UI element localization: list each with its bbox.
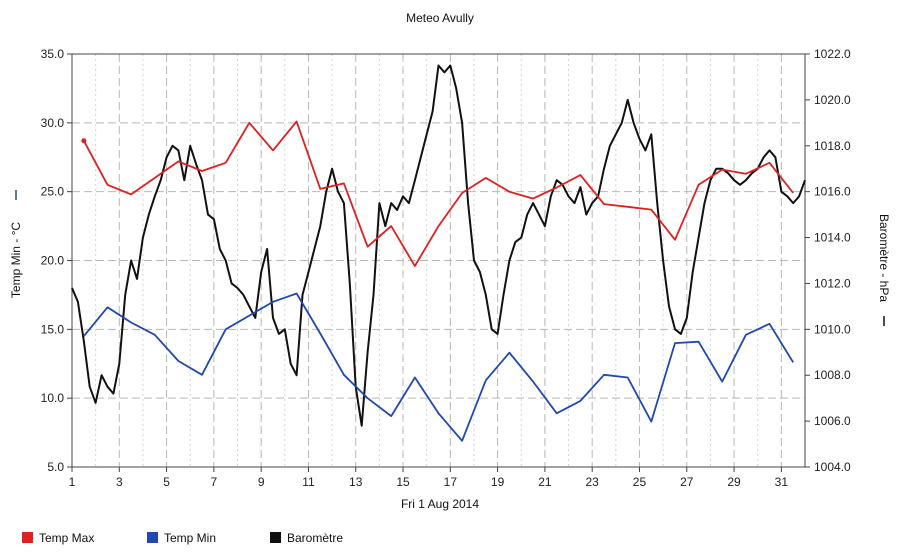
legend: Temp Max Temp Min Baromètre <box>22 531 343 545</box>
y-left-tick-label: 10.0 <box>41 391 65 405</box>
x-axis-ticks: 1 3 5 7 9 11 13 15 17 19 21 23 25 27 29 31 <box>69 467 789 489</box>
x-tick-label: 19 <box>491 475 505 489</box>
y-left-tick-label: 30.0 <box>41 116 65 130</box>
x-tick-label: 23 <box>586 475 600 489</box>
y-axis-right-title: Baromètre - hPa <box>877 214 891 302</box>
temp-min-line <box>83 292 794 442</box>
legend-label-temp-max: Temp Max <box>39 531 94 545</box>
chart-title: Meteo Avully <box>406 11 474 25</box>
x-tick-label: 21 <box>538 475 552 489</box>
y-axis-left-title: Temp Min - °C <box>9 222 23 298</box>
temp-max-line <box>83 120 794 267</box>
x-tick-label: 11 <box>302 475 315 489</box>
x-tick-label: 9 <box>258 475 265 489</box>
x-tick-label: 1 <box>69 475 76 489</box>
y-right-tick-label: 1016.0 <box>814 185 851 199</box>
x-tick-label: 15 <box>396 475 410 489</box>
x-axis-title: Fri 1 Aug 2014 <box>401 497 479 511</box>
y-right-tick-label: 1006.0 <box>814 414 851 428</box>
y-right-tick-label: 1014.0 <box>814 231 851 245</box>
y-right-tick-label: 1022.0 <box>814 47 851 61</box>
barometre-line <box>71 64 806 427</box>
y-axis-right-title-group: Baromètre - hPa <box>877 214 891 326</box>
x-tick-label: 27 <box>680 475 694 489</box>
legend-swatch-temp-min <box>147 532 158 543</box>
y-axis-left-ticks: 5.0 10.0 15.0 20.0 25.0 30.0 35.0 <box>41 47 72 474</box>
y-left-tick-label: 15.0 <box>41 322 65 336</box>
x-tick-label: 31 <box>775 475 789 489</box>
x-tick-label: 3 <box>116 475 123 489</box>
y-right-tick-label: 1010.0 <box>814 322 851 336</box>
y-axis-left-title-group: Temp Min - °C <box>9 190 23 298</box>
y-left-tick-label: 25.0 <box>41 185 65 199</box>
x-tick-label: 5 <box>163 475 170 489</box>
temp-max-start-point <box>81 138 87 144</box>
y-left-tick-label: 35.0 <box>41 47 65 61</box>
y-right-tick-label: 1020.0 <box>814 93 851 107</box>
y-right-tick-label: 1004.0 <box>814 460 851 474</box>
x-tick-label: 7 <box>211 475 218 489</box>
x-tick-label: 29 <box>727 475 741 489</box>
x-tick-label: 17 <box>444 475 458 489</box>
legend-swatch-barometre <box>270 532 281 543</box>
x-tick-label: 25 <box>633 475 647 489</box>
y-axis-right-ticks: 1004.0 1006.0 1008.0 1010.0 1012.0 1014.0 1016… <box>805 47 851 474</box>
legend-swatch-temp-max <box>22 532 33 543</box>
y-left-tick-label: 5.0 <box>47 460 64 474</box>
y-left-tick-label: 20.0 <box>41 254 65 268</box>
y-right-tick-label: 1012.0 <box>814 276 851 290</box>
y-right-tick-label: 1008.0 <box>814 368 851 382</box>
x-tick-label: 13 <box>349 475 363 489</box>
series-lines <box>71 64 806 442</box>
legend-label-barometre: Baromètre <box>287 531 343 545</box>
legend-label-temp-min: Temp Min <box>164 531 216 545</box>
y-right-tick-label: 1018.0 <box>814 139 851 153</box>
